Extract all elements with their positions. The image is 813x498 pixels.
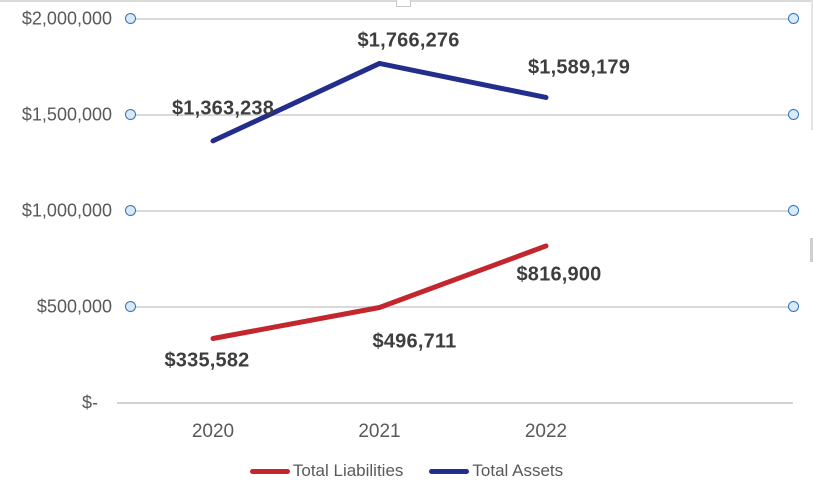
legend-label: Total Assets (472, 461, 564, 480)
series-line-total-assets[interactable] (210, 60, 549, 144)
gridline-circle-icon (124, 13, 136, 24)
x-tick-label: 2020 (191, 421, 235, 442)
data-label: $1,363,238 (171, 97, 275, 120)
x-tick-label: 2021 (358, 421, 401, 442)
y-tick-label: $2,000,000 (21, 8, 112, 28)
gridline-circle-icon (787, 109, 799, 121)
data-label: $816,900 (516, 263, 602, 286)
x-axis-line (117, 402, 793, 404)
gridline-circle-icon (124, 205, 136, 217)
legend-item-total-assets[interactable]: Total Assets (429, 461, 563, 481)
y-tick-label: $1,000,000 (21, 200, 112, 221)
legend-label: Total Liabilities (292, 461, 404, 480)
chart-legend: Total Liabilities Total Assets (0, 461, 813, 481)
assets-line-swatch-icon (429, 468, 470, 474)
liabilities-line-swatch-icon (249, 468, 290, 474)
gridline-circle-icon (787, 301, 799, 313)
selection-handle-top[interactable] (396, 0, 411, 7)
selection-handle-right[interactable] (810, 238, 813, 262)
legend-item-total-liabilities[interactable]: Total Liabilities (249, 461, 404, 481)
gridline-circle-icon (787, 13, 799, 24)
gridline-circle-icon (124, 301, 136, 313)
chart-border-right (811, 0, 813, 130)
gridline (130, 17, 793, 20)
data-label: $496,711 (372, 330, 457, 352)
data-label: $335,582 (164, 349, 250, 372)
data-label: $1,766,276 (357, 29, 460, 52)
series-line-total-liabilities[interactable] (210, 243, 549, 341)
x-tick-label: 2022 (524, 421, 568, 442)
gridline-circle-icon (787, 205, 799, 217)
gridline-circle-icon (124, 109, 136, 121)
gridline (130, 305, 793, 308)
y-tick-label: $500,000 (36, 296, 112, 317)
gridline (130, 113, 793, 116)
y-tick-label: $1,500,000 (21, 104, 112, 125)
y-tick-label: $- (81, 392, 98, 413)
gridline (130, 209, 793, 212)
data-label: $1,589,179 (527, 56, 631, 79)
